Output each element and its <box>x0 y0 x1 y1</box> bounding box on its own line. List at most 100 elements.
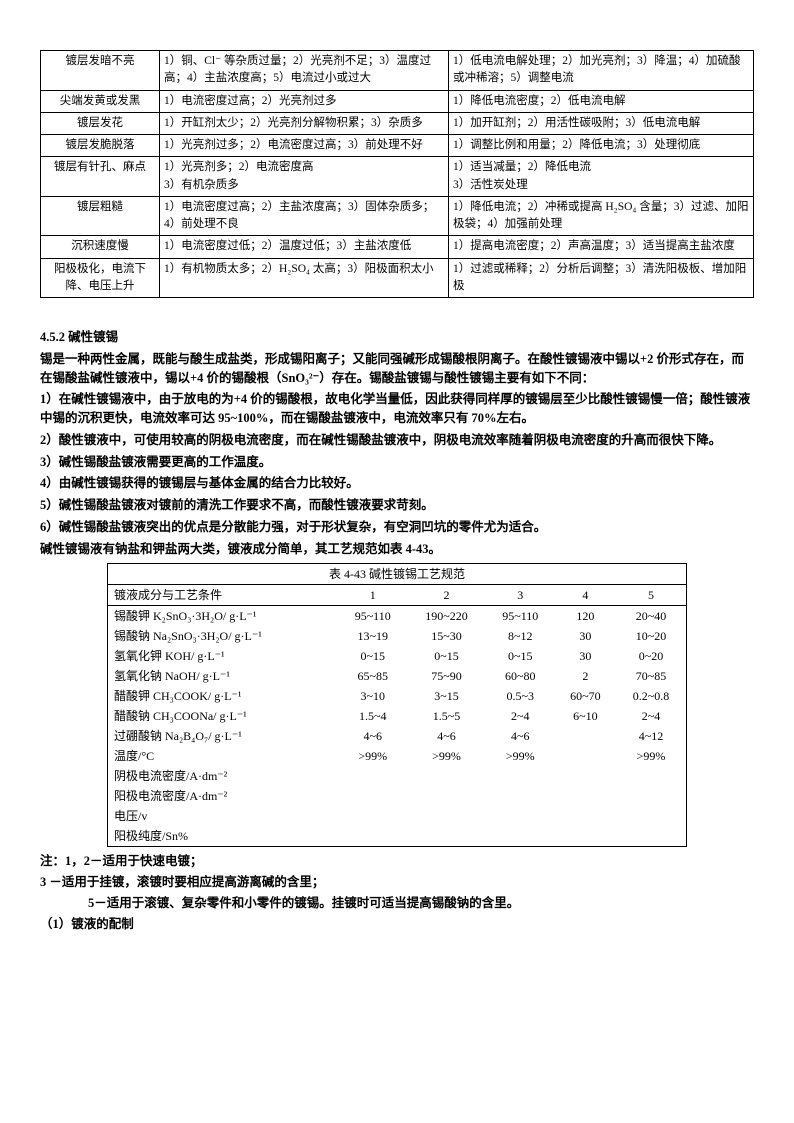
defect-fix: 1）降低电流密度；2）低电流电解 <box>449 90 754 112</box>
table-row: 氢氧化钠 NaOH/ g·L⁻¹65~8575~9060~80270~85 <box>108 666 687 686</box>
spec-cell: 0~20 <box>616 646 687 666</box>
paragraph-5: 5）碱性锡酸盐镀液对镀前的清洗工作要求不高，而酸性镀液要求苛刻。 <box>40 496 754 515</box>
table-row: 氢氧化钾 KOH/ g·L⁻¹0~150~150~15300~20 <box>108 646 687 666</box>
spec-header: 1 <box>338 585 407 606</box>
defect-name: 镀层有针孔、麻点 <box>41 157 160 197</box>
spec-cell: 13~19 <box>338 626 407 646</box>
defect-cause: 1）铜、Cl⁻ 等杂质过量；2）光亮剂不足；3）温度过高；4）主盐浓度高；5）电… <box>160 51 449 91</box>
paragraph-intro: 锡是一种两性金属，既能与酸生成盐类，形成锡阳离子；又能同强碱形成锡酸根阴离子。在… <box>40 350 754 388</box>
table-row: 阳极纯度/Sn% <box>108 826 687 847</box>
spec-cell: 120 <box>555 606 616 627</box>
spec-header: 3 <box>486 585 555 606</box>
defect-fix: 1）调整比例和用量；2）降低电流；3）处理彻底 <box>449 135 754 157</box>
defects-table: 镀层发暗不亮1）铜、Cl⁻ 等杂质过量；2）光亮剂不足；3）温度过高；4）主盐浓… <box>40 50 754 298</box>
defect-cause: 1）光亮剂多；2）电流密度高3）有机杂质多 <box>160 157 449 197</box>
spec-cell <box>555 786 616 806</box>
spec-cell <box>486 766 555 786</box>
spec-cell: 阳极纯度/Sn% <box>108 826 339 847</box>
table-row: 镀层发脆脱落1）光亮剂过多；2）电流密度过高；3）前处理不好1）调整比例和用量；… <box>41 135 754 157</box>
spec-table: 表 4-43 碱性镀锡工艺规范 镀液成分与工艺条件12345 锡酸钾 K₂SnO… <box>107 563 687 847</box>
defect-fix: 1）适当减量；2）降低电流3）活性炭处理 <box>449 157 754 197</box>
defect-cause: 1）电流密度过高；2）光亮剂过多 <box>160 90 449 112</box>
table-row: 镀层发花1）开缸剂太少；2）光亮剂分解物积累；3）杂质多1）加开缸剂；2）用活性… <box>41 112 754 134</box>
spec-cell <box>486 806 555 826</box>
spec-cell: 阳极电流密度/A·dm⁻² <box>108 786 339 806</box>
spec-cell: 60~80 <box>486 666 555 686</box>
paragraph-3: 3）碱性锡酸盐镀液需要更高的工作温度。 <box>40 453 754 472</box>
spec-cell: 15~30 <box>407 626 485 646</box>
table-row: 阴极电流密度/A·dm⁻² <box>108 766 687 786</box>
paragraph-6: 6）碱性锡酸盐镀液突出的优点是分散能力强，对于形状复杂，有空洞凹坑的零件尤为适合… <box>40 518 754 537</box>
spec-cell <box>486 786 555 806</box>
spec-cell: 70~85 <box>616 666 687 686</box>
spec-cell: 锡酸钾 K₂SnO₃·3H₂O/ g·L⁻¹ <box>108 606 339 627</box>
spec-header: 4 <box>555 585 616 606</box>
spec-cell: 电压/v <box>108 806 339 826</box>
table-row: 醋酸钾 CH₃COOK/ g·L⁻¹3~103~150.5~360~700.2~… <box>108 686 687 706</box>
spec-cell: 6~10 <box>555 706 616 726</box>
spec-cell <box>616 786 687 806</box>
spec-cell: 3~10 <box>338 686 407 706</box>
spec-header: 2 <box>407 585 485 606</box>
defect-cause: 1）光亮剂过多；2）电流密度过高；3）前处理不好 <box>160 135 449 157</box>
defect-name: 镀层发花 <box>41 112 160 134</box>
table-row: 镀层粗糙1）电流密度过高；2）主盐浓度高；3）固体杂质多；4）前处理不良1）降低… <box>41 196 754 236</box>
table-row: 锡酸钠 Na₂SnO₃·3H₂O/ g·L⁻¹13~1915~308~12301… <box>108 626 687 646</box>
table-row: 阳极极化，电流下降、电压上升1）有机物质太多；2）H₂SO₄ 太高；3）阳极面积… <box>41 258 754 298</box>
spec-cell <box>338 766 407 786</box>
spec-cell <box>407 766 485 786</box>
spec-cell <box>616 826 687 847</box>
spec-cell: 30 <box>555 646 616 666</box>
spec-cell: >99% <box>338 746 407 766</box>
defect-name: 尖端发黄或发黑 <box>41 90 160 112</box>
spec-cell: 4~12 <box>616 726 687 746</box>
spec-cell: 温度/°C <box>108 746 339 766</box>
table-row: 电压/v <box>108 806 687 826</box>
spec-cell <box>555 766 616 786</box>
defect-fix: 1）加开缸剂；2）用活性碳吸附；3）低电流电解 <box>449 112 754 134</box>
defect-fix: 1）提高电流密度；2）声高温度；3）适当提高主盐浓度 <box>449 236 754 258</box>
spec-cell: 2 <box>555 666 616 686</box>
spec-cell <box>407 826 485 847</box>
spec-cell: 0.2~0.8 <box>616 686 687 706</box>
table-row: 尖端发黄或发黑1）电流密度过高；2）光亮剂过多1）降低电流密度；2）低电流电解 <box>41 90 754 112</box>
paragraph-4: 4）由碱性镀锡获得的镀锡层与基体金属的结合力比较好。 <box>40 474 754 493</box>
spec-cell: 锡酸钠 Na₂SnO₃·3H₂O/ g·L⁻¹ <box>108 626 339 646</box>
table-row: 锡酸钾 K₂SnO₃·3H₂O/ g·L⁻¹95~110190~22095~11… <box>108 606 687 627</box>
spec-cell: 0~15 <box>486 646 555 666</box>
spec-cell: 4~6 <box>407 726 485 746</box>
spec-cell: >99% <box>486 746 555 766</box>
spec-cell <box>616 806 687 826</box>
table-row: 镀层发暗不亮1）铜、Cl⁻ 等杂质过量；2）光亮剂不足；3）温度过高；4）主盐浓… <box>41 51 754 91</box>
spec-cell: 95~110 <box>486 606 555 627</box>
spec-cell <box>555 746 616 766</box>
spec-cell: >99% <box>407 746 485 766</box>
note-4: （1）镀液的配制 <box>40 915 754 934</box>
spec-header: 5 <box>616 585 687 606</box>
defect-name: 镀层发暗不亮 <box>41 51 160 91</box>
defect-name: 阳极极化，电流下降、电压上升 <box>41 258 160 298</box>
table-row: 醋酸钠 CH₃COONa/ g·L⁻¹1.5~41.5~52~46~102~4 <box>108 706 687 726</box>
spec-cell: 190~220 <box>407 606 485 627</box>
table-row: 阳极电流密度/A·dm⁻² <box>108 786 687 806</box>
spec-cell: 0.5~3 <box>486 686 555 706</box>
spec-cell: 1.5~4 <box>338 706 407 726</box>
spec-cell: 醋酸钠 CH₃COONa/ g·L⁻¹ <box>108 706 339 726</box>
defect-fix: 1）低电流电解处理；2）加光亮剂；3）降温；4）加硫酸或冲稀溶；5）调整电流 <box>449 51 754 91</box>
spec-cell: 0~15 <box>407 646 485 666</box>
paragraph-2: 2）酸性镀液中，可使用较高的阴极电流密度，而在碱性锡酸盐镀液中，阴极电流效率随着… <box>40 431 754 450</box>
spec-cell: 2~4 <box>616 706 687 726</box>
note-2: 3 －适用于挂镀，滚镀时要相应提高游离碱的含里； <box>40 873 754 892</box>
spec-cell <box>555 806 616 826</box>
spec-cell: 95~110 <box>338 606 407 627</box>
paragraph-1: 1）在碱性镀锡液中，由于放电的为+4 价的锡酸根，故电化学当量低，因此获得同样厚… <box>40 390 754 428</box>
spec-cell: 65~85 <box>338 666 407 686</box>
spec-cell <box>486 826 555 847</box>
table-row: 过硼酸钠 Na₂B₄O₇/ g·L⁻¹4~64~64~64~12 <box>108 726 687 746</box>
spec-cell <box>555 726 616 746</box>
spec-cell: 氢氧化钾 KOH/ g·L⁻¹ <box>108 646 339 666</box>
defect-fix: 1）降低电流；2）冲稀或提高 H₂SO₄ 含量；3）过滤、加阳极袋；4）加强前处… <box>449 196 754 236</box>
spec-cell: 4~6 <box>486 726 555 746</box>
defect-name: 沉积速度慢 <box>41 236 160 258</box>
spec-cell <box>407 786 485 806</box>
